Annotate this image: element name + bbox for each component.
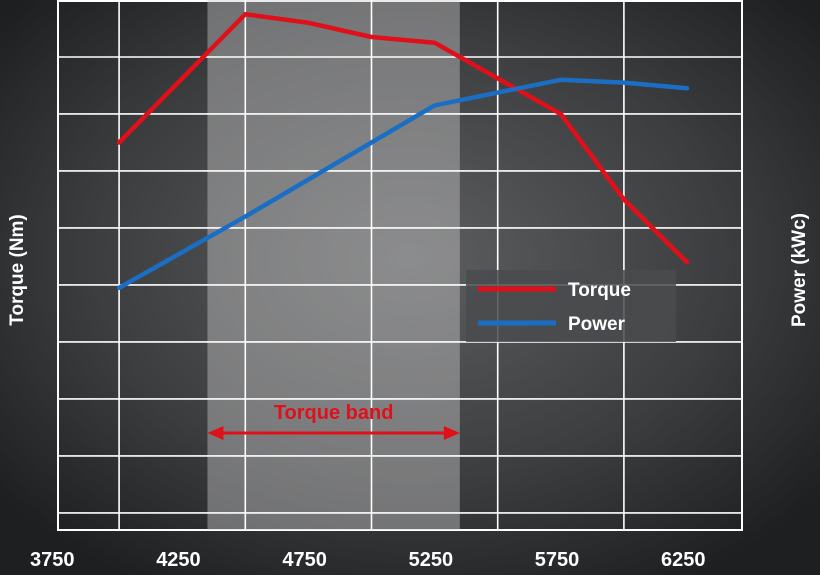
torque-band-label: Torque band bbox=[274, 402, 394, 424]
legend-box bbox=[466, 270, 676, 342]
legend-label-power: Power bbox=[568, 314, 626, 335]
x-tick-label: 4250 bbox=[156, 549, 201, 571]
series-line-torque bbox=[116, 11, 690, 265]
torque-band-arrow-left bbox=[207, 426, 224, 440]
y-axis-left-label: Torque (Nm) bbox=[7, 214, 28, 326]
torque-band-arrow-right bbox=[443, 426, 460, 440]
x-tick-label: 6250 bbox=[661, 549, 706, 571]
plot-frame bbox=[57, 0, 743, 531]
legend: Torque Power bbox=[466, 270, 676, 342]
plot-area: 3750 4250 4750 5250 5750 6250TorquePowerTorqu… bbox=[30, 0, 743, 571]
legend-label-torque: Torque bbox=[568, 280, 631, 301]
torque-band-area bbox=[207, 0, 460, 530]
x-tick-label: 3750 bbox=[30, 549, 75, 571]
y-axis-right-label: Power (kWc) bbox=[789, 213, 810, 327]
series-line-power bbox=[116, 77, 690, 291]
x-tick-label: 5750 bbox=[535, 549, 580, 571]
x-tick-label: 4750 bbox=[282, 549, 327, 571]
x-tick-label: 5250 bbox=[409, 549, 454, 571]
